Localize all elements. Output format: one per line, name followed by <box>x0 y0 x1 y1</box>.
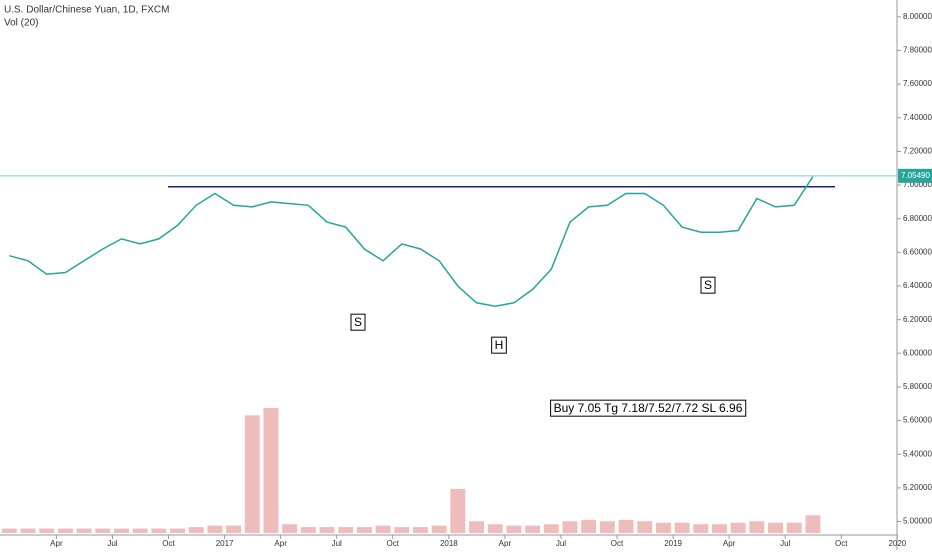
volume-bar <box>244 415 260 533</box>
volume-bar <box>637 521 653 533</box>
y-tick-label: 6.20000 <box>903 315 932 324</box>
x-tick-label: Oct <box>835 539 848 548</box>
x-tick-label: Jul <box>556 539 566 548</box>
last-price-label: 7.05490 <box>901 171 930 180</box>
y-tick-label: 7.80000 <box>903 46 932 55</box>
y-tick-label: 6.80000 <box>903 214 932 223</box>
y-tick-label: 5.40000 <box>903 449 932 458</box>
x-tick-label: 2017 <box>216 539 234 548</box>
volume-bar <box>151 528 167 533</box>
y-tick-label: 7.00000 <box>903 180 932 189</box>
volume-bar <box>786 522 802 533</box>
volume-bar <box>170 528 186 533</box>
y-tick-label: 7.60000 <box>903 79 932 88</box>
y-tick-label: 5.60000 <box>903 416 932 425</box>
volume-bar <box>543 524 559 533</box>
volume-bar <box>487 524 503 533</box>
y-tick-label: 5.80000 <box>903 382 932 391</box>
y-tick-label: 5.20000 <box>903 483 932 492</box>
volume-bar <box>394 527 410 533</box>
volume-bar <box>300 527 316 533</box>
y-tick-label: 7.40000 <box>903 113 932 122</box>
x-tick-label: Apr <box>499 539 512 548</box>
annotation-box <box>700 276 716 294</box>
volume-bar <box>562 521 578 533</box>
annotation: S <box>354 315 362 329</box>
volume-bar <box>113 528 129 533</box>
price-line <box>9 176 814 307</box>
volume-bar <box>1 528 17 533</box>
annotation-box <box>491 336 507 354</box>
x-tick-label: Oct <box>611 539 624 548</box>
volume-bar <box>226 525 242 533</box>
volume-bar <box>338 527 354 533</box>
volume-bar <box>581 519 597 533</box>
annotation-box <box>550 399 747 417</box>
volume-bar <box>188 527 204 533</box>
volume-bar <box>375 525 391 533</box>
volume-bar <box>674 522 690 533</box>
x-tick-label: Apr <box>723 539 736 548</box>
volume-bar <box>711 524 727 533</box>
annotation: H <box>495 338 504 352</box>
last-price-box <box>898 168 932 183</box>
annotation: S <box>704 278 712 292</box>
x-tick-label: Apr <box>274 539 287 548</box>
volume-bar <box>207 525 223 533</box>
x-tick-label: 2020 <box>888 539 906 548</box>
volume-bar <box>431 525 447 533</box>
y-tick-label: 6.60000 <box>903 247 932 256</box>
volume-bar <box>356 527 372 533</box>
x-tick-label: 2018 <box>440 539 458 548</box>
y-tick-label: 8.00000 <box>903 12 932 21</box>
volume-bar <box>768 522 784 533</box>
y-tick-label: 7.20000 <box>903 147 932 156</box>
volume-label: Vol (20) <box>4 18 38 29</box>
y-tick-label: 5.00000 <box>903 517 932 526</box>
x-tick-label: Jul <box>107 539 117 548</box>
x-tick-label: Jul <box>780 539 790 548</box>
volume-bar <box>412 527 428 533</box>
volume-bar <box>469 521 485 533</box>
annotation-box <box>350 313 366 331</box>
volume-bar <box>655 522 671 533</box>
volume-bar <box>599 521 615 533</box>
volume-bar <box>39 528 55 533</box>
volume-bar <box>749 521 765 533</box>
volume-bar <box>450 488 466 533</box>
volume-bar <box>57 528 73 533</box>
x-tick-label: Oct <box>387 539 400 548</box>
chart-title: U.S. Dollar/Chinese Yuan, 1D, FXCM <box>4 5 169 16</box>
volume-bar <box>506 525 522 533</box>
annotation: Buy 7.05 Tg 7.18/7.52/7.72 SL 6.96 <box>554 401 743 415</box>
x-tick-label: Jul <box>332 539 342 548</box>
volume-bar <box>525 525 541 533</box>
volume-bar <box>282 524 298 533</box>
volume-bar <box>263 408 279 533</box>
volume-bar <box>132 528 148 533</box>
volume-bar <box>95 528 111 533</box>
volume-bar <box>693 524 709 533</box>
volume-bar <box>618 519 634 533</box>
volume-bar <box>805 515 821 533</box>
x-tick-label: 2019 <box>664 539 682 548</box>
volume-bar <box>20 528 36 533</box>
x-tick-label: Apr <box>50 539 63 548</box>
y-tick-label: 6.40000 <box>903 281 932 290</box>
volume-bar <box>319 527 335 533</box>
x-tick-label: Oct <box>162 539 175 548</box>
y-tick-label: 6.00000 <box>903 348 932 357</box>
volume-bar <box>76 528 92 533</box>
volume-bar <box>730 522 746 533</box>
